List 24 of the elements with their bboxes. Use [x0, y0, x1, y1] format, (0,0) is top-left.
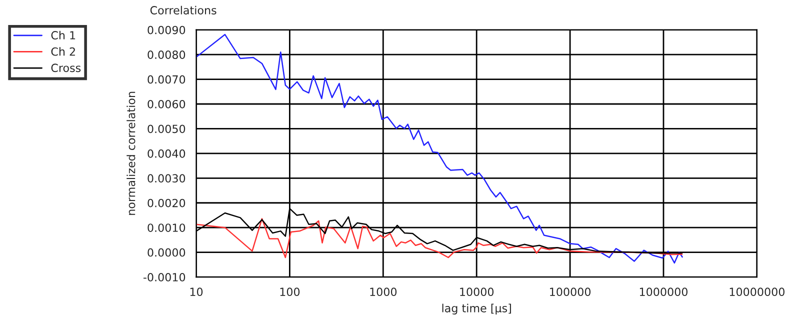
y-tick-label: 0.0000: [148, 248, 186, 257]
y-tick-label: 0.0010: [148, 224, 186, 232]
chart-title: Correlations: [150, 6, 216, 14]
y-tick-label: 0.0080: [148, 50, 186, 59]
legend-label: Ch 2: [51, 47, 75, 56]
x-tick-label: 10000: [460, 288, 494, 296]
x-tick-label: 100000: [550, 288, 591, 296]
x-axis-title: lag time [µs]: [442, 304, 511, 314]
x-tick-label: 10000000: [730, 288, 784, 296]
y-tick-label: -0.0010: [143, 273, 186, 282]
x-tick-label: 1000: [370, 288, 397, 296]
legend-label: Ch 1: [51, 30, 76, 40]
x-tick-label: 10: [190, 288, 203, 296]
y-tick-label: 0.0070: [148, 75, 186, 84]
y-tick-label: 0.0090: [148, 26, 186, 34]
legend-label: Cross: [51, 64, 81, 72]
y-tick-label: 0.0050: [148, 124, 186, 134]
y-tick-label: 0.0020: [148, 198, 186, 208]
y-axis-title: normalized correlation: [126, 92, 136, 215]
y-tick-label: 0.0040: [148, 149, 186, 158]
x-tick-label: 1000000: [640, 288, 688, 296]
x-tick-label: 100: [280, 288, 300, 296]
y-tick-label: 0.0060: [148, 100, 186, 108]
y-tick-label: 0.0030: [148, 174, 186, 183]
